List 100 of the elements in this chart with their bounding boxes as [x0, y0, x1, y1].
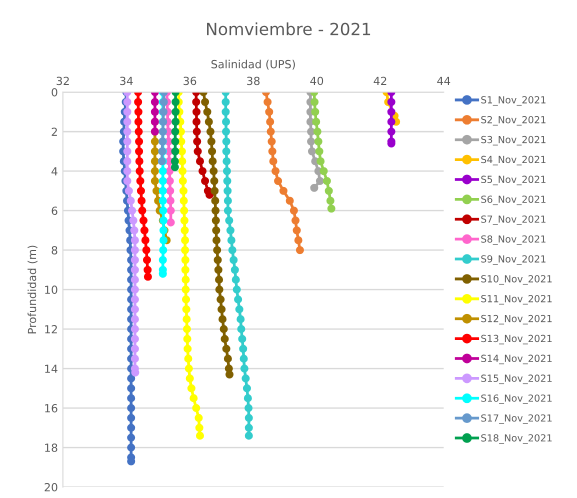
- point: [234, 295, 242, 304]
- point: [186, 374, 194, 382]
- x-tick-label: 42: [374, 76, 386, 85]
- point: [222, 147, 230, 156]
- point: [268, 147, 276, 156]
- point: [228, 246, 236, 254]
- point: [269, 157, 278, 166]
- y-tick-label: 8: [52, 246, 58, 254]
- legend-label: S3_Nov_2021: [481, 136, 546, 146]
- point: [266, 118, 274, 126]
- point: [387, 108, 396, 116]
- point: [134, 118, 142, 126]
- point: [308, 147, 316, 156]
- point: [230, 256, 238, 264]
- point: [207, 137, 216, 146]
- point: [220, 325, 228, 334]
- point: [142, 246, 150, 254]
- point: [166, 196, 175, 205]
- legend-label: S9_Nov_2021: [481, 255, 546, 265]
- point: [224, 206, 232, 215]
- point: [244, 424, 253, 432]
- legend-label: S4_Nov_2021: [481, 156, 546, 166]
- y-tick-label: 10: [45, 286, 58, 294]
- point: [268, 137, 276, 146]
- point: [222, 167, 231, 176]
- point: [166, 176, 174, 186]
- point: [192, 108, 201, 116]
- legend-label: S17_Nov_2021: [481, 414, 552, 424]
- point: [194, 414, 203, 422]
- point: [158, 196, 167, 205]
- legend-label: S16_Nov_2021: [481, 394, 552, 404]
- legend-label: S2_Nov_2021: [481, 116, 546, 126]
- point: [244, 404, 253, 412]
- point: [224, 186, 232, 195]
- point: [124, 186, 133, 195]
- point: [315, 147, 324, 156]
- legend-label: S12_Nov_2021: [481, 314, 552, 324]
- point: [244, 432, 253, 440]
- point: [222, 137, 230, 146]
- point: [166, 186, 174, 195]
- point: [150, 167, 159, 176]
- point: [130, 354, 139, 363]
- point: [158, 256, 167, 264]
- point: [192, 404, 200, 412]
- point: [170, 163, 179, 172]
- point: [292, 226, 301, 234]
- point: [237, 325, 246, 334]
- point: [224, 196, 232, 205]
- point: [159, 236, 168, 244]
- point: [290, 206, 298, 215]
- point: [210, 176, 218, 186]
- point: [136, 167, 144, 176]
- point: [181, 256, 190, 264]
- point: [127, 404, 136, 412]
- point: [314, 137, 322, 146]
- point: [127, 414, 136, 422]
- point: [172, 98, 180, 106]
- point: [271, 167, 280, 176]
- point: [127, 434, 136, 442]
- point: [242, 374, 250, 382]
- point: [136, 186, 145, 195]
- point: [130, 286, 139, 294]
- point: [130, 334, 139, 343]
- x-tick-label: 36: [184, 76, 196, 86]
- point: [244, 414, 253, 422]
- point: [182, 276, 190, 284]
- point: [181, 236, 190, 244]
- point: [296, 246, 304, 254]
- point: [135, 137, 144, 146]
- point: [135, 147, 144, 156]
- point: [182, 286, 190, 294]
- point: [266, 128, 275, 136]
- point: [192, 98, 200, 106]
- point: [291, 216, 300, 225]
- point: [230, 266, 239, 274]
- point: [142, 256, 152, 264]
- point: [310, 184, 318, 192]
- y-tick-label: 6: [52, 206, 58, 215]
- point: [265, 108, 274, 116]
- point: [203, 108, 212, 116]
- point: [130, 246, 139, 254]
- point: [150, 157, 159, 166]
- point: [139, 216, 148, 225]
- point: [218, 305, 226, 314]
- point: [180, 196, 188, 205]
- legend-label: S1_Nov_2021: [481, 96, 546, 106]
- point: [123, 137, 132, 146]
- point: [313, 128, 322, 136]
- point: [129, 216, 138, 225]
- point: [180, 206, 188, 215]
- y-axis-title: Profundidad (m): [28, 246, 38, 334]
- point: [227, 236, 236, 244]
- x-tick-label: 32: [56, 76, 69, 86]
- point: [387, 98, 396, 106]
- point: [152, 186, 161, 195]
- point: [182, 315, 191, 324]
- point: [123, 167, 132, 176]
- point: [311, 108, 320, 116]
- point: [201, 98, 210, 106]
- x-tick-label: 44: [437, 76, 450, 85]
